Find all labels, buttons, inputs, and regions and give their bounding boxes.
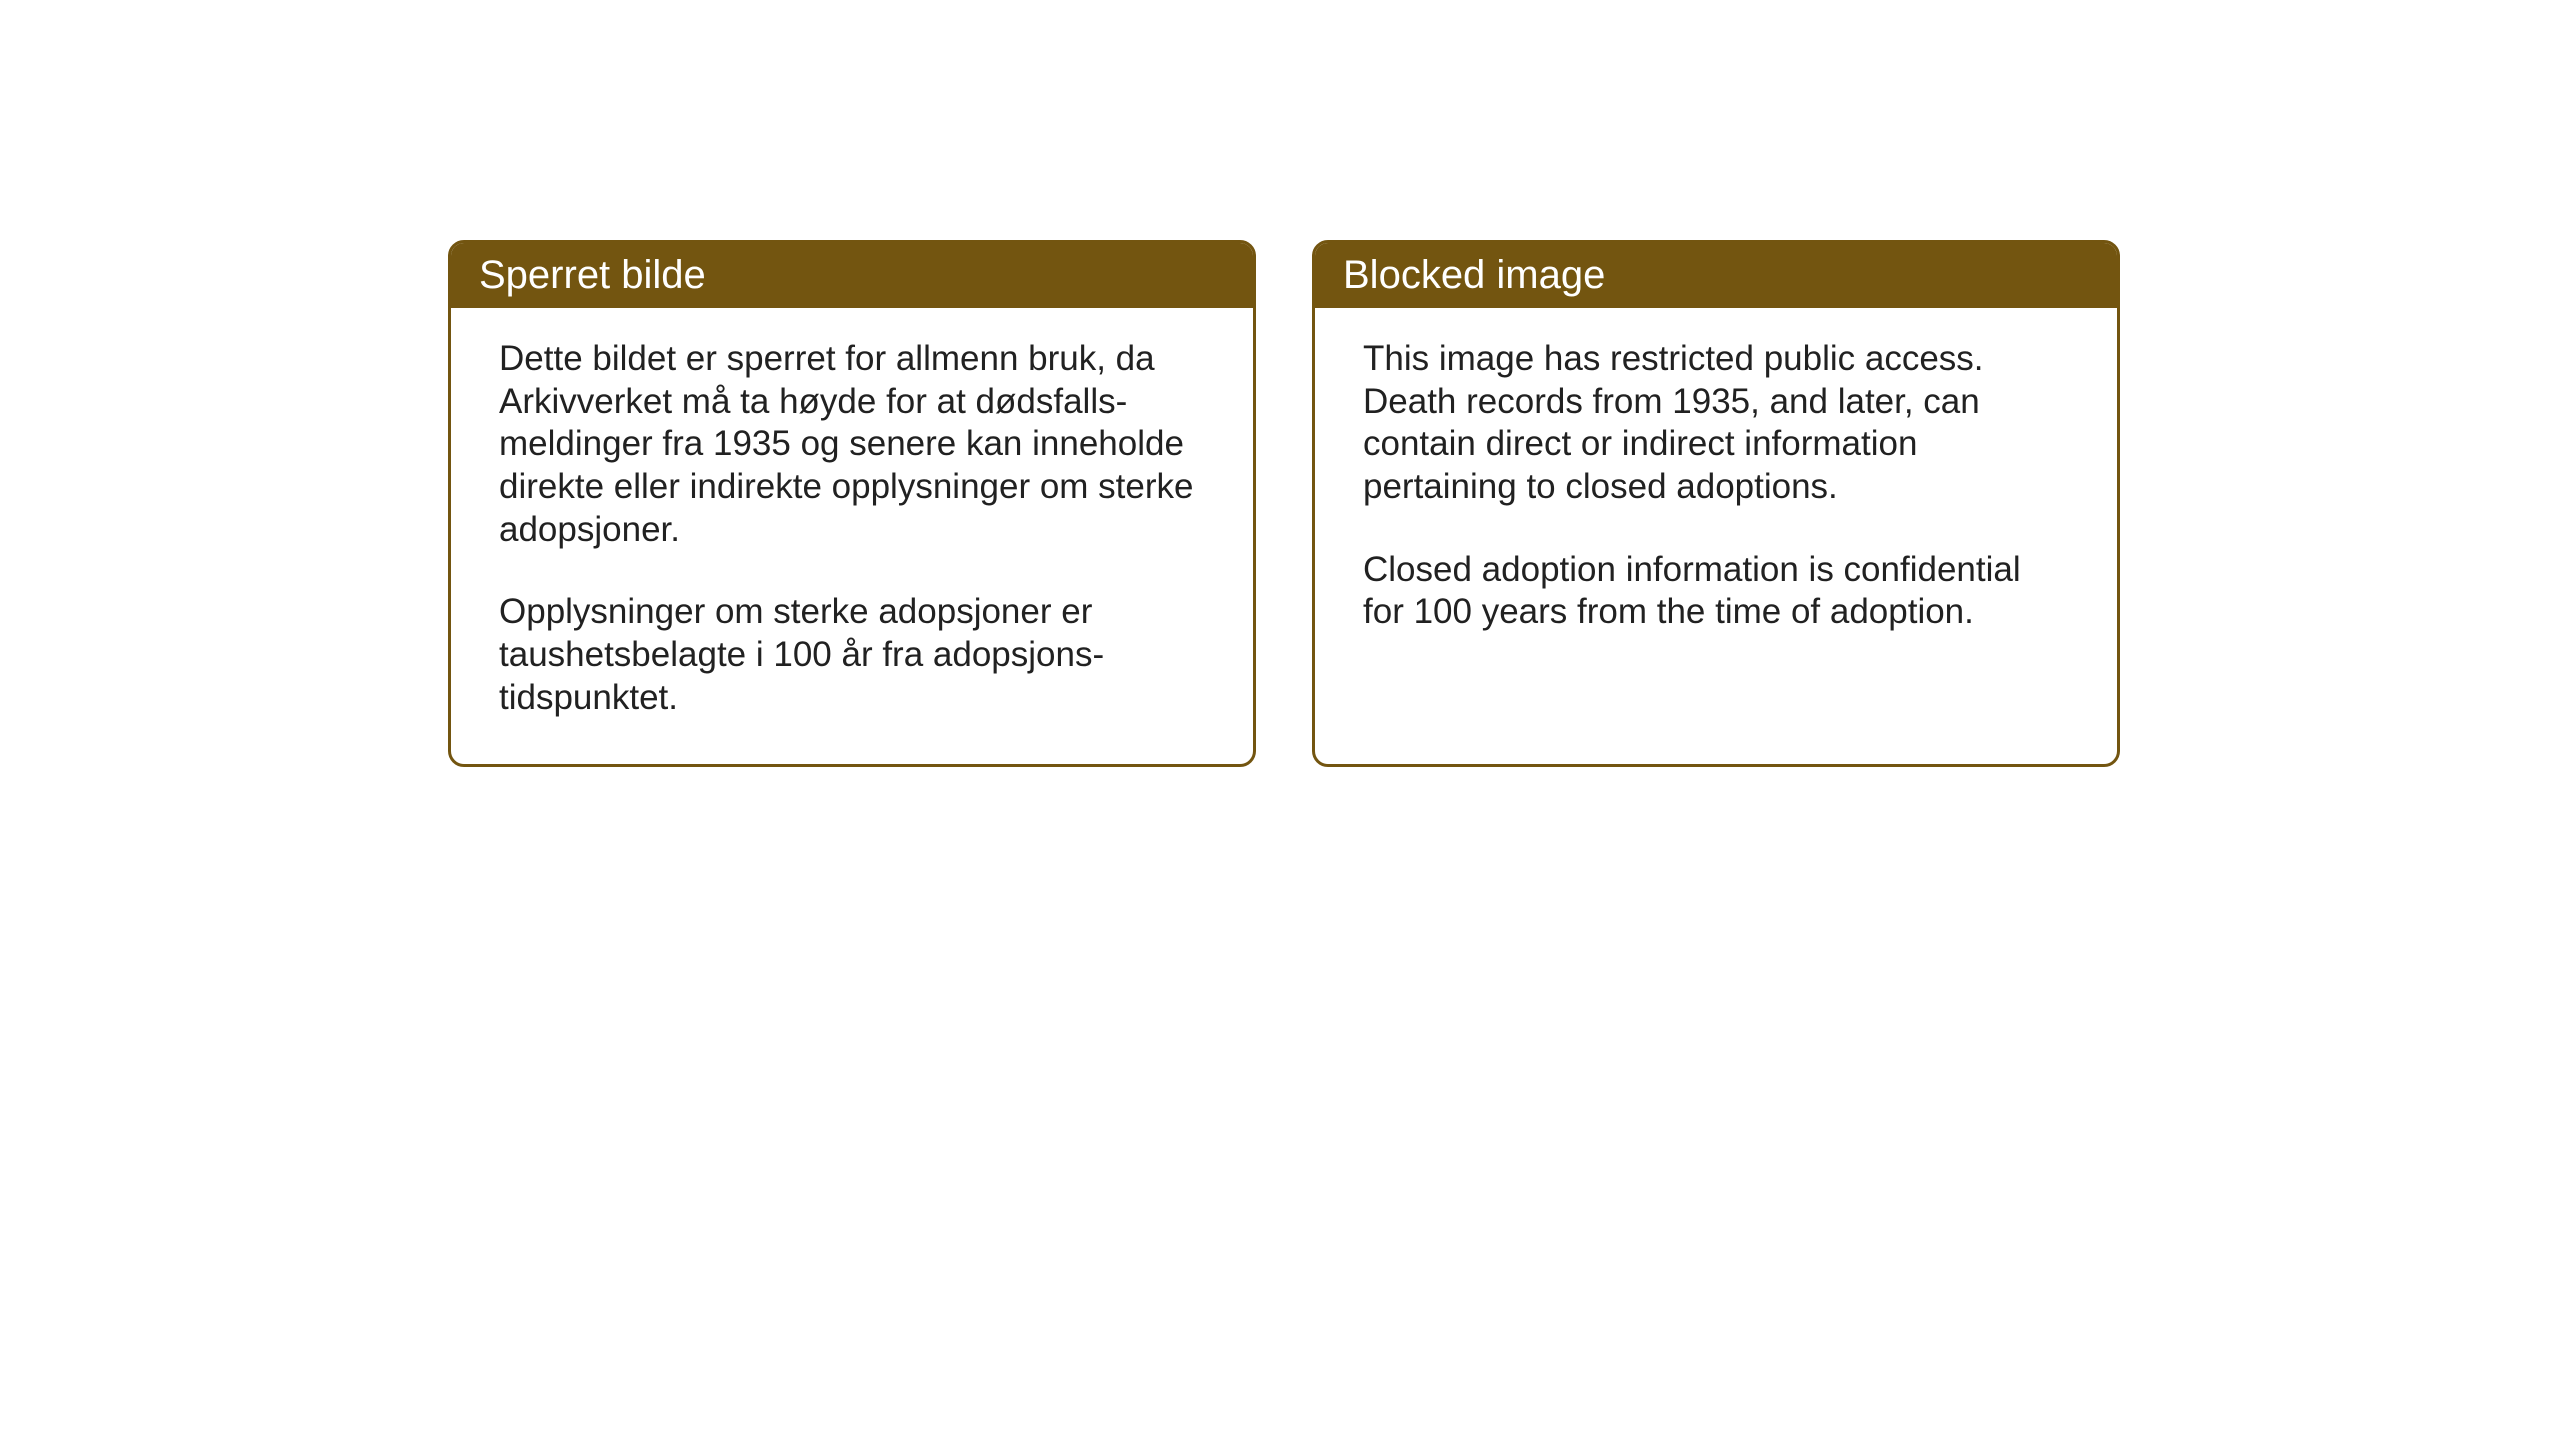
card-body-norwegian: Dette bildet er sperret for allmenn bruk…	[451, 308, 1253, 764]
card-paragraph-2-english: Closed adoption information is confident…	[1363, 549, 2069, 634]
card-body-english: This image has restricted public access.…	[1315, 308, 2117, 678]
notice-card-norwegian: Sperret bilde Dette bildet er sperret fo…	[448, 240, 1256, 767]
notice-cards-container: Sperret bilde Dette bildet er sperret fo…	[448, 240, 2120, 767]
card-paragraph-1-english: This image has restricted public access.…	[1363, 338, 2069, 509]
card-paragraph-2-norwegian: Opplysninger om sterke adopsjoner er tau…	[499, 591, 1205, 719]
notice-card-english: Blocked image This image has restricted …	[1312, 240, 2120, 767]
card-header-english: Blocked image	[1315, 243, 2117, 308]
card-header-norwegian: Sperret bilde	[451, 243, 1253, 308]
card-paragraph-1-norwegian: Dette bildet er sperret for allmenn bruk…	[499, 338, 1205, 551]
